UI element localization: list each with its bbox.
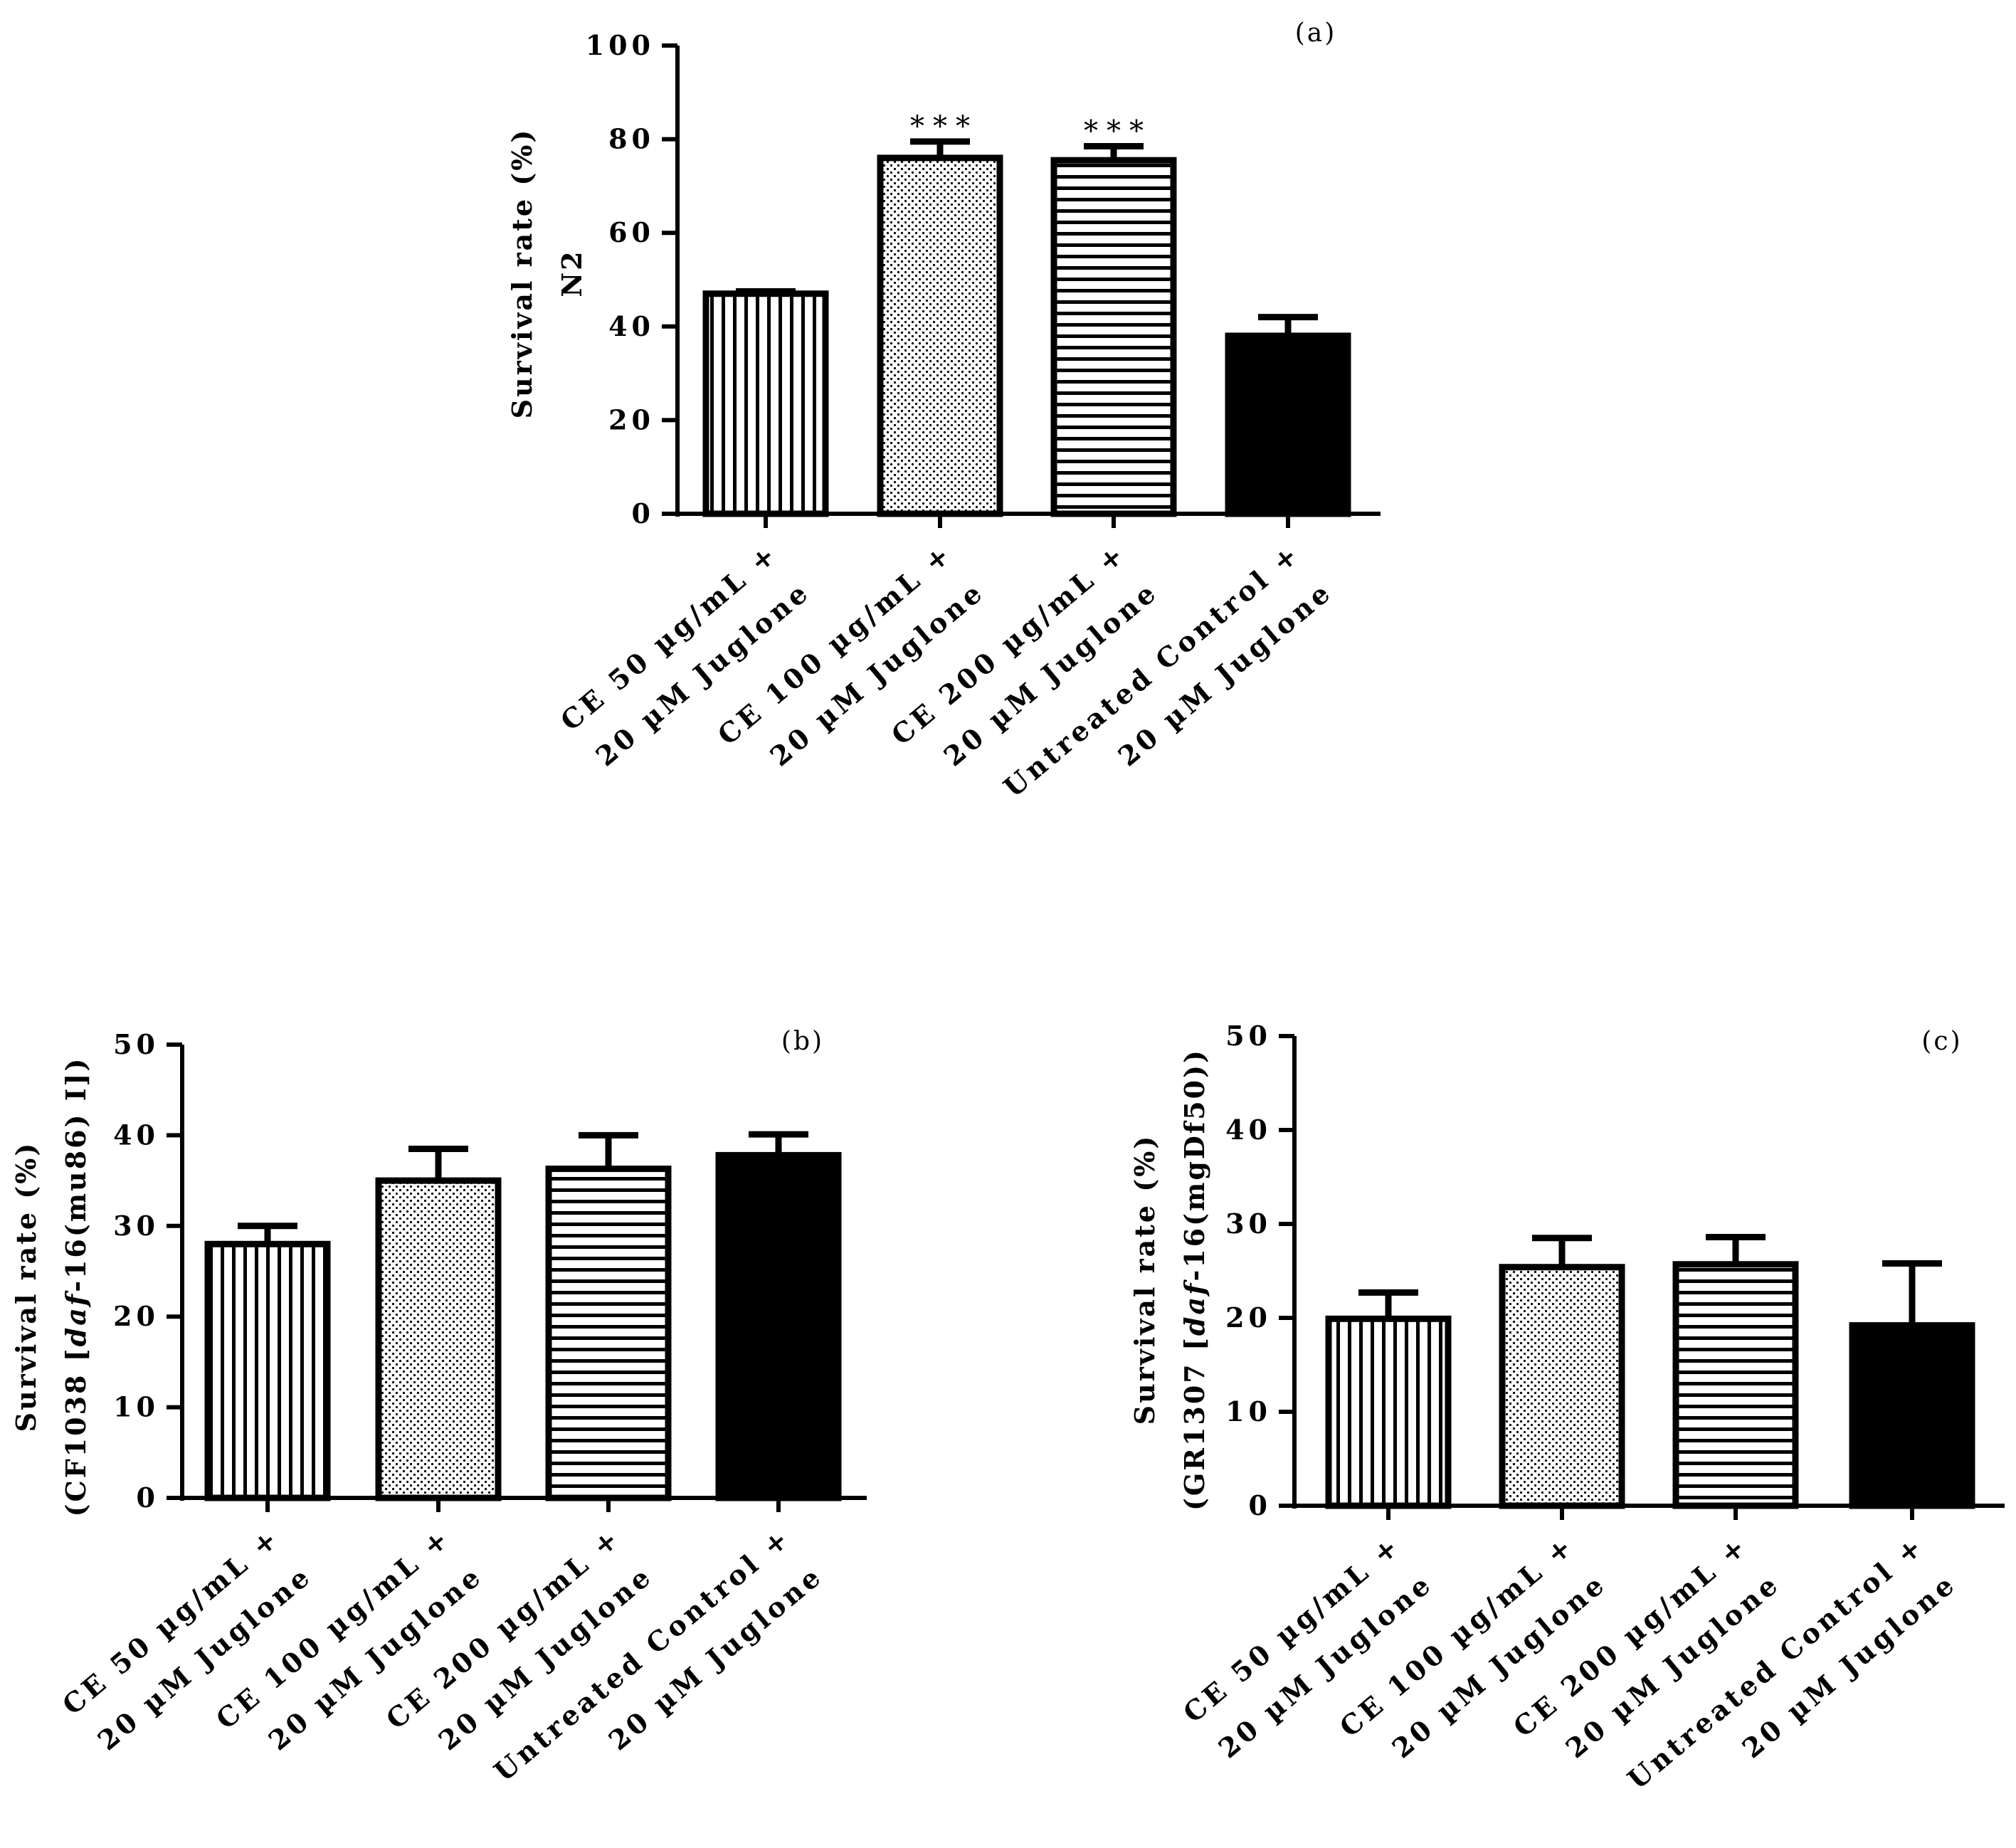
y-tick-label-b-5: 50 bbox=[113, 1028, 159, 1060]
y-axis-label-a-line2: N2 bbox=[556, 249, 588, 297]
y-axis-label-b-line1: Survival rate (%) bbox=[10, 1141, 42, 1432]
bar-b-1 bbox=[375, 1177, 502, 1501]
y-tick-label-c-2: 20 bbox=[1225, 1301, 1272, 1334]
chart-b: (b) Survival rate (%) (CF1038 [daf-16(mu… bbox=[10, 1027, 867, 1788]
axes-c: 0 10 20 30 40 50 bbox=[1225, 1020, 2005, 1521]
axes-b: 0 10 20 30 40 50 bbox=[113, 1028, 867, 1514]
y-tick-label-a-2: 40 bbox=[608, 310, 655, 342]
y-axis-label-a-line1: Survival rate (%) bbox=[506, 128, 538, 419]
y-axis-label-b-gene: daf bbox=[60, 1290, 92, 1346]
bar-a-0 bbox=[702, 290, 829, 517]
y-axis-label-b-line2: (CF1038 [daf-16(mu86) I]) bbox=[60, 1056, 92, 1516]
y-axis-label-b-prefix: (CF1038 [ bbox=[60, 1346, 92, 1516]
y-tick-label-a-1: 20 bbox=[608, 403, 655, 435]
panel-label-b: (b) bbox=[781, 1027, 824, 1056]
y-tick-label-c-1: 10 bbox=[1225, 1395, 1272, 1427]
y-tick-label-c-4: 40 bbox=[1225, 1114, 1272, 1146]
bars-c bbox=[1325, 1233, 1975, 1509]
y-tick-label-b-2: 20 bbox=[113, 1300, 159, 1332]
y-axis-label-c-line1: Survival rate (%) bbox=[1129, 1134, 1161, 1425]
y-axis-label-c-gene: daf bbox=[1178, 1279, 1210, 1336]
bar-c-3 bbox=[1849, 1322, 1975, 1509]
bar-c-2 bbox=[1672, 1261, 1799, 1509]
y-axis-label-c: Survival rate (%) (GR1307 [daf-16(mgDf50… bbox=[1129, 1048, 1210, 1511]
bar-a-3 bbox=[1225, 332, 1351, 517]
y-tick-label-a-3: 60 bbox=[608, 216, 655, 248]
panel-label-a: (a) bbox=[1295, 19, 1337, 48]
bar-a-1 bbox=[877, 154, 1003, 517]
y-axis-label-c-line2: (GR1307 [daf-16(mgDf50)) bbox=[1178, 1048, 1210, 1511]
y-axis-label-a: Survival rate (%) N2 bbox=[506, 128, 588, 419]
y-tick-label-a-0: 0 bbox=[632, 497, 655, 529]
y-tick-label-c-5: 50 bbox=[1225, 1020, 1272, 1052]
y-tick-label-b-1: 10 bbox=[113, 1391, 159, 1423]
axes-a: 0 20 40 60 80 100 bbox=[586, 29, 1381, 529]
y-tick-label-c-0: 0 bbox=[1249, 1489, 1272, 1521]
y-axis-label-c-prefix: (GR1307 [ bbox=[1178, 1336, 1210, 1511]
y-axis-label-c-suffix: -16(mgDf50)) bbox=[1178, 1048, 1210, 1282]
y-tick-label-a-4: 80 bbox=[608, 123, 655, 155]
y-tick-label-b-0: 0 bbox=[137, 1482, 159, 1514]
y-axis-label-b-suffix: -16(mu86) I]) bbox=[60, 1056, 92, 1292]
significance-label-a-1: *** bbox=[910, 110, 978, 143]
y-tick-label-b-4: 40 bbox=[113, 1119, 159, 1151]
chart-a: (a) Survival rate (%) N2 *** *** 0 20 40 60 8… bbox=[506, 19, 1381, 803]
y-tick-label-b-3: 30 bbox=[113, 1210, 159, 1242]
bar-a-2 bbox=[1050, 157, 1177, 517]
bar-c-1 bbox=[1499, 1264, 1625, 1509]
bar-b-3 bbox=[715, 1151, 842, 1501]
y-tick-label-c-3: 30 bbox=[1225, 1208, 1272, 1240]
bar-b-0 bbox=[204, 1240, 331, 1501]
panel-label-c: (c) bbox=[1921, 1027, 1962, 1056]
y-tick-label-a-5: 100 bbox=[586, 29, 655, 61]
significance-label-a-2: *** bbox=[1084, 115, 1152, 147]
chart-c: (c) Survival rate (%) (GR1307 [daf-16(mg… bbox=[1129, 1020, 2005, 1795]
bar-c-0 bbox=[1325, 1315, 1452, 1509]
y-axis-label-b: Survival rate (%) (CF1038 [daf-16(mu86) … bbox=[10, 1056, 92, 1516]
bars-a: *** *** bbox=[702, 110, 1351, 517]
bar-b-2 bbox=[545, 1166, 672, 1501]
bars-b bbox=[204, 1131, 842, 1501]
